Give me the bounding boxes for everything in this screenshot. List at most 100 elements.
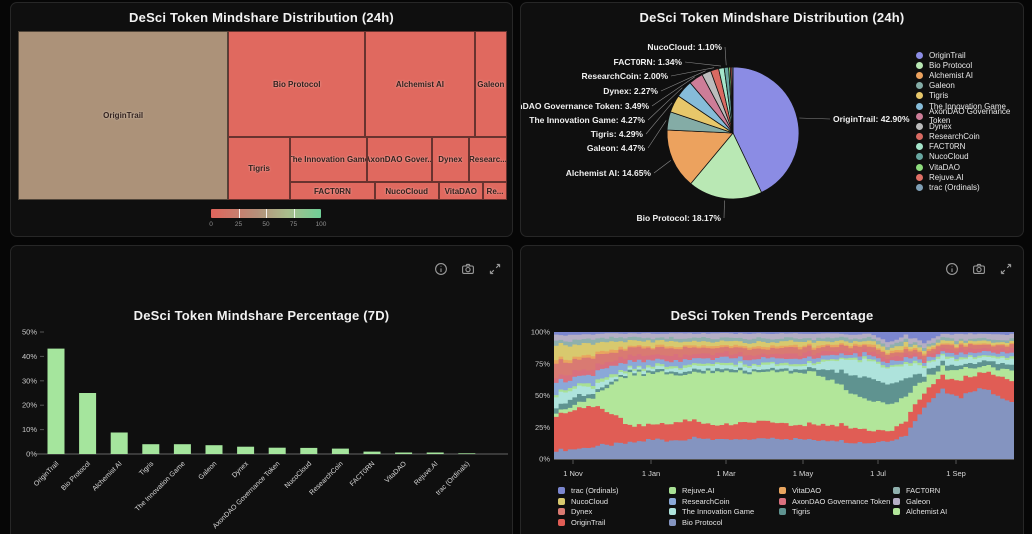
legend-item[interactable]: trac (Ordinals) (558, 486, 619, 495)
pie-slice[interactable] (732, 66, 800, 194)
legend-label: NucoCloud (929, 152, 969, 162)
bar-canvas: 0%10%20%30%40%50%OriginTrail Bio Protocol… (22, 328, 508, 530)
treemap-cell[interactable]: VitaDAO (438, 182, 484, 200)
pie-slice-label: Bio Protocol: 18.17% (636, 213, 721, 223)
bar[interactable] (268, 447, 286, 454)
info-icon[interactable] (434, 262, 448, 276)
legend-item[interactable]: Bio Protocol (669, 518, 722, 527)
bar[interactable] (331, 448, 349, 454)
legend-label: Bio Protocol (929, 60, 973, 70)
bar[interactable] (205, 445, 223, 454)
colorbar-tick: 25 (234, 221, 243, 228)
expand-icon[interactable] (999, 262, 1013, 276)
legend-swatch (916, 163, 923, 171)
trends-legend: trac (Ordinals) NucoCloud Dynex OriginTrail… (521, 246, 1023, 534)
legend-item[interactable]: Rejuve.AI (669, 486, 715, 495)
legend-item[interactable]: Alchemist AI (893, 507, 947, 516)
trends-y-tick-label: 25% (535, 423, 550, 432)
pie-slice[interactable] (690, 132, 763, 200)
treemap-cell[interactable]: Galeon (474, 31, 507, 138)
legend-item[interactable]: Galeon (893, 497, 930, 506)
bar[interactable] (458, 453, 476, 454)
bar-y-tick-label: 10% (22, 425, 37, 434)
treemap-cell[interactable]: Alchemist AI (365, 31, 475, 138)
camera-icon[interactable] (972, 262, 986, 276)
treemap-cell[interactable]: The Innovation Game (289, 137, 368, 183)
legend-item[interactable]: Galeon (916, 81, 1023, 91)
legend-item[interactable]: VitaDAO (779, 486, 821, 495)
bar-y-tick-label: 30% (22, 376, 37, 385)
treemap-cell[interactable]: Tigris (228, 137, 290, 200)
legend-item[interactable]: ResearchCoin (669, 497, 730, 506)
legend-item[interactable]: FACT0RN (893, 486, 940, 495)
bar[interactable] (300, 447, 318, 454)
pie-slice[interactable] (666, 129, 734, 185)
pie-slice[interactable] (731, 66, 734, 134)
legend-item[interactable]: ResearchCoin (916, 132, 1023, 142)
legend-item[interactable]: AxonDAO Governance Token (916, 107, 1023, 125)
treemap-cell[interactable]: FACT0RN (289, 182, 375, 200)
legend-swatch (558, 508, 565, 515)
legend-swatch (916, 153, 923, 161)
trends-y-tick-label: 100% (531, 328, 551, 337)
colorbar-mark (266, 209, 267, 218)
bar[interactable] (173, 444, 191, 454)
bar[interactable] (426, 452, 444, 455)
legend-swatch (916, 184, 923, 192)
legend-item[interactable]: Tigris (779, 507, 810, 516)
trends-y-tick-label: 50% (535, 391, 550, 400)
pie-label-line (799, 117, 831, 120)
legend-item[interactable]: Dynex (558, 507, 592, 516)
legend-item[interactable]: AxonDAO Governance Token (779, 497, 890, 506)
treemap-cell-label: Bio Protocol (272, 79, 321, 89)
treemap-cell-label: Dynex (438, 155, 463, 165)
legend-item[interactable]: Dynex (916, 121, 1023, 131)
legend-item[interactable]: NucoCloud (916, 152, 1023, 162)
legend-label: VitaDAO (792, 486, 822, 495)
treemap-cell[interactable]: Dynex (431, 137, 469, 183)
treemap-cell[interactable]: AxonDAO Gover... (367, 137, 432, 183)
legend-item[interactable]: FACT0RN (916, 142, 1023, 152)
camera-icon[interactable] (461, 262, 475, 276)
legend-item[interactable]: The Innovation Game (916, 101, 1023, 111)
bar-x-tick-label: Galeon (197, 460, 218, 481)
treemap-cell[interactable]: Re... (483, 182, 507, 200)
pie-slice-label: Tigris: 4.29% (591, 129, 644, 139)
legend-item[interactable]: trac (Ordinals) (916, 182, 1023, 192)
legend-item[interactable]: Tigris (916, 91, 1023, 101)
treemap-cell[interactable]: OriginTrail (18, 31, 229, 200)
bar-x-tick-label: ResearchCoin (308, 460, 344, 496)
legend-item[interactable]: The Innovation Game (669, 507, 754, 516)
legend-item[interactable]: NucoCloud (558, 497, 608, 506)
bar[interactable] (142, 444, 160, 454)
legend-item[interactable]: Bio Protocol (916, 60, 1023, 70)
pie-label-line (660, 70, 706, 92)
area-series[interactable] (554, 388, 1014, 459)
bar[interactable] (110, 432, 128, 455)
legend-item[interactable]: OriginTrail (558, 518, 605, 527)
bar[interactable] (47, 348, 65, 454)
treemap-cell-label: OriginTrail (103, 111, 144, 120)
legend-item[interactable]: OriginTrail (916, 50, 1023, 60)
pie-legend: OriginTrail Bio Protocol Alchemist AI Galeo… (916, 50, 1023, 193)
legend-swatch (893, 508, 900, 515)
info-icon[interactable] (945, 262, 959, 276)
bar[interactable] (79, 393, 97, 454)
legend-swatch (916, 71, 923, 79)
treemap-cell-label: VitaDAO (444, 186, 477, 196)
pie-label-line (684, 61, 722, 67)
treemap-cell[interactable]: Researc... (468, 137, 507, 183)
legend-item[interactable]: Alchemist AI (916, 70, 1023, 80)
pie-slice-label: Alchemist AI: 14.65% (566, 168, 652, 178)
treemap-cell-label: Researc... (469, 155, 507, 165)
treemap-cell[interactable]: Bio Protocol (228, 31, 366, 138)
expand-icon[interactable] (488, 262, 502, 276)
trends-y-tick-label: 0% (539, 455, 550, 464)
legend-item[interactable]: Rejuve.AI (916, 172, 1023, 182)
treemap-cell[interactable]: NucoCloud (374, 182, 439, 200)
chart-toolbar (434, 262, 502, 276)
bar[interactable] (363, 451, 381, 454)
bar[interactable] (395, 452, 413, 455)
legend-item[interactable]: VitaDAO (916, 162, 1023, 172)
bar[interactable] (237, 446, 255, 454)
